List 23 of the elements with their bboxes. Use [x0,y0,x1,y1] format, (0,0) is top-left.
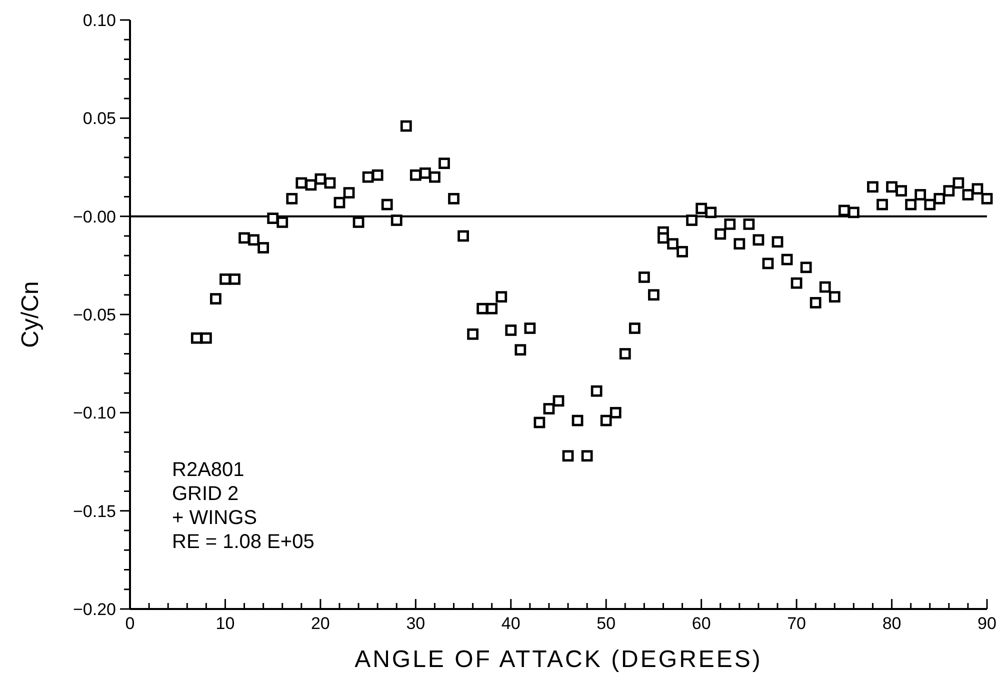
annotation: + WINGS [172,507,258,529]
y-tick-label: −0.15 [72,502,116,521]
x-tick-label: 70 [787,614,806,633]
annotation: RE = 1.08 E+05 [172,531,314,553]
x-tick-label: 60 [692,614,711,633]
y-tick-label: −0.00 [72,207,116,226]
x-tick-label: 20 [310,614,330,633]
y-axis-title: Cy/Cn [17,281,44,348]
y-tick-label: 0.05 [82,109,116,128]
y-tick-label: 0.10 [82,10,116,30]
x-tick-label: 30 [406,614,426,633]
x-tick-label: 80 [882,614,902,633]
x-tick-label: 50 [596,614,616,633]
y-tick-label: −0.05 [72,305,116,324]
annotation: R2A801 [172,459,244,481]
x-tick-label: 0 [125,614,135,633]
y-tick-label: −0.10 [72,404,116,423]
x-tick-label: 10 [216,614,235,633]
x-tick-label: 40 [501,614,520,633]
y-tick-label: −0.20 [72,600,116,619]
annotation: GRID 2 [172,483,239,505]
x-axis-title: ANGLE OF ATTACK (DEGREES) [354,646,762,673]
x-tick-label: 90 [978,614,996,633]
